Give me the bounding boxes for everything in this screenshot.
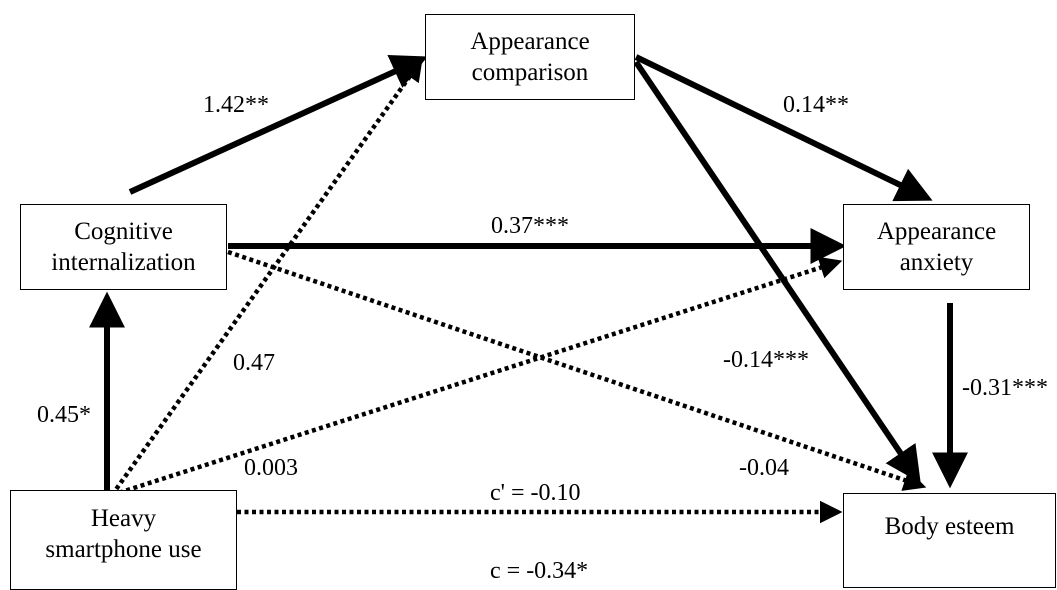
arrow-hs-to-aa <box>111 256 843 498</box>
path-label-aa-to-be: -0.31*** <box>962 375 1048 401</box>
arrow-ci-to-be <box>227 249 927 491</box>
arrow-ac-to-aa <box>634 54 933 202</box>
node-appearance-comparison-line1: Appearance <box>470 28 590 55</box>
path-label-hs-to-ac: 0.47 <box>233 350 275 376</box>
path-label-ac-to-be: -0.14*** <box>723 347 809 373</box>
node-body-esteem-line1: Body esteem <box>884 513 1015 540</box>
node-body-esteem: Body esteem <box>843 493 1056 588</box>
node-cognitive-internalization-line1: Cognitive <box>74 218 173 245</box>
node-appearance-anxiety-line2: anxiety <box>899 249 974 276</box>
node-appearance-anxiety: Appearance anxiety <box>843 204 1030 290</box>
node-cognitive-internalization: Cognitive internalization <box>20 204 227 290</box>
arrow-ci-to-ac <box>128 55 428 195</box>
node-heavy-smartphone-use: Heavy smartphone use <box>10 490 237 590</box>
node-heavy-smartphone-use-line2: smartphone use <box>45 536 202 563</box>
arrow-hs-to-ac <box>110 58 423 497</box>
node-appearance-comparison-line2: comparison <box>471 59 589 86</box>
node-cognitive-internalization-line2: internalization <box>51 249 196 276</box>
arrow-ac-to-be <box>633 60 921 483</box>
path-label-ac-to-aa: 0.14** <box>783 92 849 118</box>
node-appearance-comparison: Appearance comparison <box>425 14 635 100</box>
total-effect-label: c = -0.34* <box>490 558 589 584</box>
path-label-ci-to-ac: 1.42** <box>203 92 269 118</box>
direct-effect-label: c' = -0.10 <box>490 480 581 506</box>
path-label-ci-to-aa: 0.37*** <box>491 213 569 239</box>
path-label-ci-to-be: -0.04 <box>739 455 789 481</box>
path-label-hs-to-aa: 0.003 <box>244 455 298 481</box>
node-appearance-anxiety-line1: Appearance <box>876 218 997 245</box>
path-label-hs-to-ci: 0.45* <box>37 402 91 428</box>
node-heavy-smartphone-use-line1: Heavy <box>90 505 157 532</box>
